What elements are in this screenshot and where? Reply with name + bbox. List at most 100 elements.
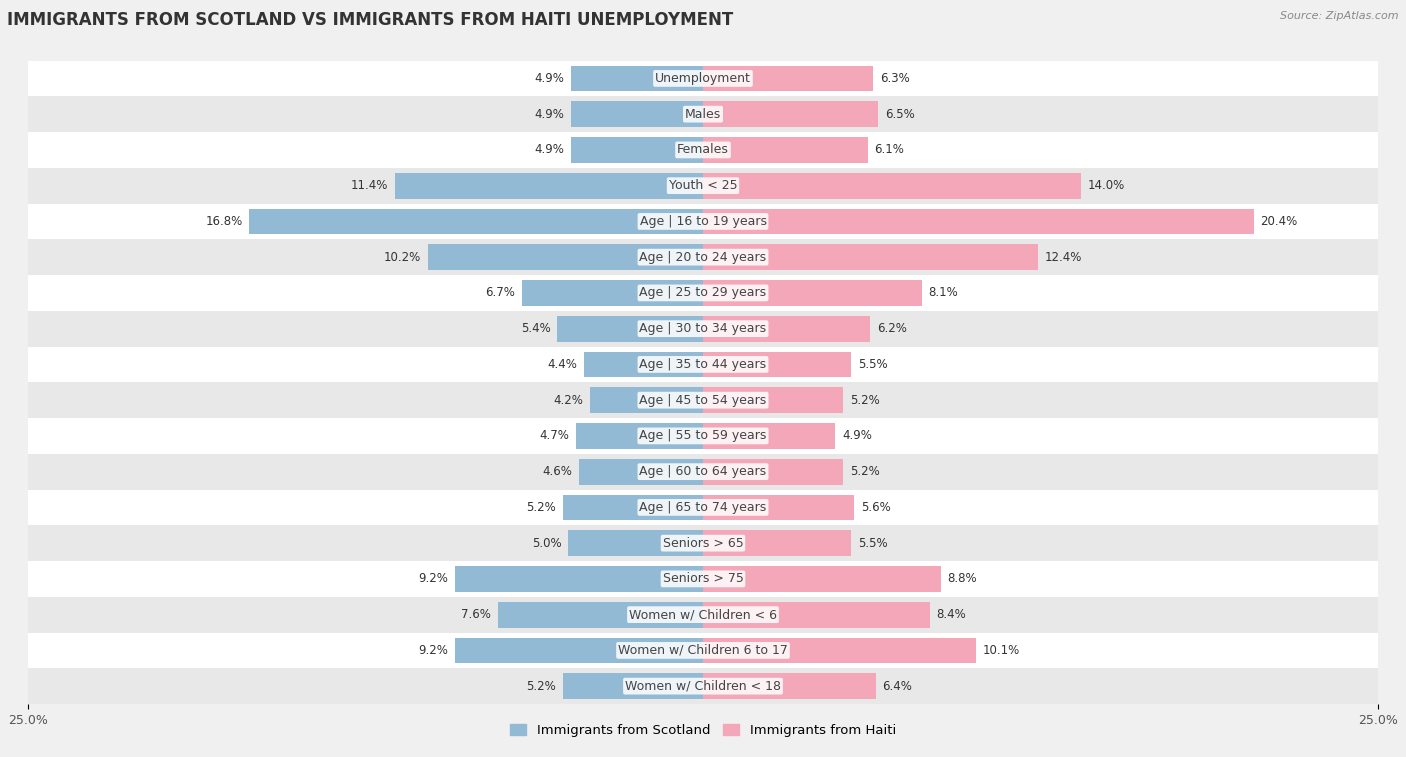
Text: 8.4%: 8.4%	[936, 608, 966, 621]
Bar	[28, 204, 1378, 239]
Bar	[703, 280, 922, 306]
Text: Age | 65 to 74 years: Age | 65 to 74 years	[640, 501, 766, 514]
Bar	[585, 351, 703, 377]
Text: 6.3%: 6.3%	[880, 72, 910, 85]
Bar	[703, 137, 868, 163]
Bar	[703, 208, 1254, 234]
Bar	[498, 602, 703, 628]
Bar	[703, 602, 929, 628]
Text: 5.2%: 5.2%	[526, 501, 555, 514]
Text: 5.5%: 5.5%	[858, 358, 887, 371]
Text: 4.6%: 4.6%	[543, 465, 572, 478]
Text: Age | 55 to 59 years: Age | 55 to 59 years	[640, 429, 766, 442]
Text: Age | 20 to 24 years: Age | 20 to 24 years	[640, 251, 766, 263]
Text: 5.2%: 5.2%	[851, 465, 880, 478]
Text: 9.2%: 9.2%	[418, 644, 449, 657]
Bar	[562, 494, 703, 520]
Text: Males: Males	[685, 107, 721, 120]
Text: Women w/ Children < 6: Women w/ Children < 6	[628, 608, 778, 621]
Text: 8.1%: 8.1%	[928, 286, 957, 300]
Bar	[28, 668, 1378, 704]
Text: 12.4%: 12.4%	[1045, 251, 1081, 263]
Text: Women w/ Children < 18: Women w/ Children < 18	[626, 680, 780, 693]
Bar	[568, 530, 703, 556]
Text: 9.2%: 9.2%	[418, 572, 449, 585]
Text: 6.7%: 6.7%	[485, 286, 516, 300]
Bar	[28, 418, 1378, 453]
Text: 10.2%: 10.2%	[384, 251, 420, 263]
Bar	[703, 637, 976, 663]
Text: 4.9%: 4.9%	[534, 107, 564, 120]
Text: 4.9%: 4.9%	[534, 72, 564, 85]
Text: 5.0%: 5.0%	[531, 537, 561, 550]
Bar	[454, 566, 703, 592]
Bar	[576, 423, 703, 449]
Bar	[579, 459, 703, 484]
Text: 4.7%: 4.7%	[540, 429, 569, 442]
Text: 6.4%: 6.4%	[883, 680, 912, 693]
Text: 4.2%: 4.2%	[553, 394, 583, 407]
Bar	[28, 132, 1378, 168]
Text: 14.0%: 14.0%	[1088, 179, 1125, 192]
Bar	[28, 561, 1378, 597]
Text: Seniors > 75: Seniors > 75	[662, 572, 744, 585]
Text: 5.2%: 5.2%	[526, 680, 555, 693]
Bar	[522, 280, 703, 306]
Text: 8.8%: 8.8%	[948, 572, 977, 585]
Text: Age | 16 to 19 years: Age | 16 to 19 years	[640, 215, 766, 228]
Bar	[703, 173, 1081, 198]
Bar	[703, 351, 852, 377]
Bar	[571, 101, 703, 127]
Bar	[28, 96, 1378, 132]
Bar	[703, 494, 855, 520]
Bar	[703, 245, 1038, 270]
Bar	[28, 311, 1378, 347]
Bar	[28, 597, 1378, 633]
Text: 16.8%: 16.8%	[205, 215, 243, 228]
Text: Unemployment: Unemployment	[655, 72, 751, 85]
Text: Source: ZipAtlas.com: Source: ZipAtlas.com	[1281, 11, 1399, 21]
Text: Youth < 25: Youth < 25	[669, 179, 737, 192]
Bar	[454, 637, 703, 663]
Text: Females: Females	[678, 143, 728, 157]
Bar	[571, 66, 703, 92]
Text: 10.1%: 10.1%	[983, 644, 1019, 657]
Text: 4.9%: 4.9%	[534, 143, 564, 157]
Text: Seniors > 65: Seniors > 65	[662, 537, 744, 550]
Bar	[28, 382, 1378, 418]
Bar	[395, 173, 703, 198]
Bar	[557, 316, 703, 341]
Text: 11.4%: 11.4%	[352, 179, 388, 192]
Bar	[703, 66, 873, 92]
Bar	[28, 453, 1378, 490]
Text: 5.4%: 5.4%	[520, 322, 551, 335]
Text: 4.4%: 4.4%	[547, 358, 578, 371]
Bar	[427, 245, 703, 270]
Text: Age | 60 to 64 years: Age | 60 to 64 years	[640, 465, 766, 478]
Text: 7.6%: 7.6%	[461, 608, 491, 621]
Bar	[28, 275, 1378, 311]
Text: 6.2%: 6.2%	[877, 322, 907, 335]
Bar	[28, 347, 1378, 382]
Text: 5.5%: 5.5%	[858, 537, 887, 550]
Bar	[703, 673, 876, 699]
Bar	[703, 423, 835, 449]
Text: Age | 30 to 34 years: Age | 30 to 34 years	[640, 322, 766, 335]
Bar	[28, 168, 1378, 204]
Bar	[703, 316, 870, 341]
Bar	[562, 673, 703, 699]
Text: Age | 45 to 54 years: Age | 45 to 54 years	[640, 394, 766, 407]
Legend: Immigrants from Scotland, Immigrants from Haiti: Immigrants from Scotland, Immigrants fro…	[505, 719, 901, 743]
Bar	[571, 137, 703, 163]
Bar	[589, 388, 703, 413]
Bar	[28, 490, 1378, 525]
Text: Age | 35 to 44 years: Age | 35 to 44 years	[640, 358, 766, 371]
Bar	[28, 525, 1378, 561]
Text: 4.9%: 4.9%	[842, 429, 872, 442]
Text: 6.1%: 6.1%	[875, 143, 904, 157]
Text: IMMIGRANTS FROM SCOTLAND VS IMMIGRANTS FROM HAITI UNEMPLOYMENT: IMMIGRANTS FROM SCOTLAND VS IMMIGRANTS F…	[7, 11, 734, 30]
Bar	[703, 566, 941, 592]
Bar	[28, 633, 1378, 668]
Bar	[249, 208, 703, 234]
Bar	[703, 459, 844, 484]
